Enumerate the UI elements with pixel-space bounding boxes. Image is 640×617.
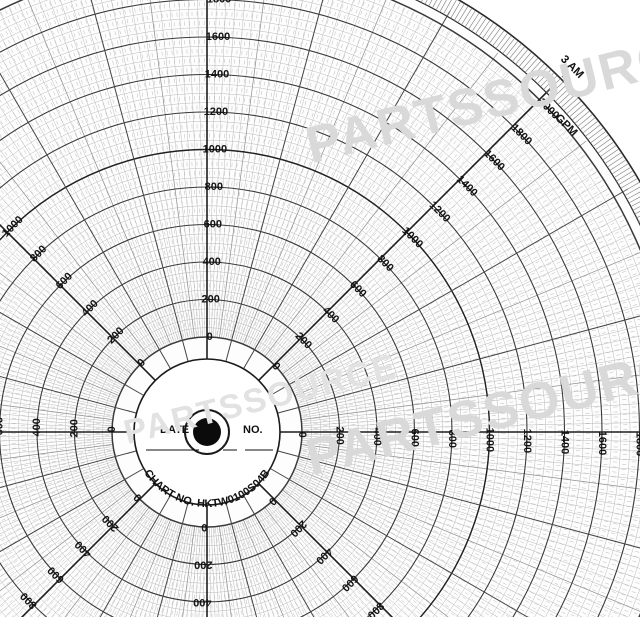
gpm-scale-number: 1800: [633, 432, 640, 456]
hub-ring: [184, 409, 230, 455]
time-spoke-11: [225, 502, 258, 617]
hub-spindle-hole: [193, 418, 221, 446]
time-spoke-8: [269, 468, 529, 617]
time-spoke-3: [258, 87, 552, 381]
gpm-scale-number: 600: [0, 417, 5, 435]
gpm-scale-number: 1800: [207, 0, 231, 6]
time-spoke-4: [269, 188, 629, 396]
time-spoke-20: [0, 311, 145, 396]
time-spoke-21: [0, 223, 156, 381]
time-spoke-14: [99, 494, 171, 617]
time-spoke-5: [277, 315, 640, 414]
time-spoke-15: [20, 483, 156, 617]
time-spoke-13: [156, 502, 189, 617]
time-spoke-7: [277, 450, 640, 549]
time-spoke-10: [243, 494, 315, 617]
time-spoke-2: [243, 10, 451, 370]
time-spoke-16: [0, 468, 145, 553]
time-spoke-9: [258, 483, 394, 617]
date-field-label: DATE: [160, 424, 189, 436]
time-spoke-1: [225, 0, 324, 362]
no-field-label: NO.: [243, 424, 263, 436]
time-spoke-22: [0, 72, 171, 370]
time-spoke-23: [90, 0, 189, 362]
time-spoke-19: [0, 376, 137, 414]
time-spoke-17: [0, 450, 137, 488]
